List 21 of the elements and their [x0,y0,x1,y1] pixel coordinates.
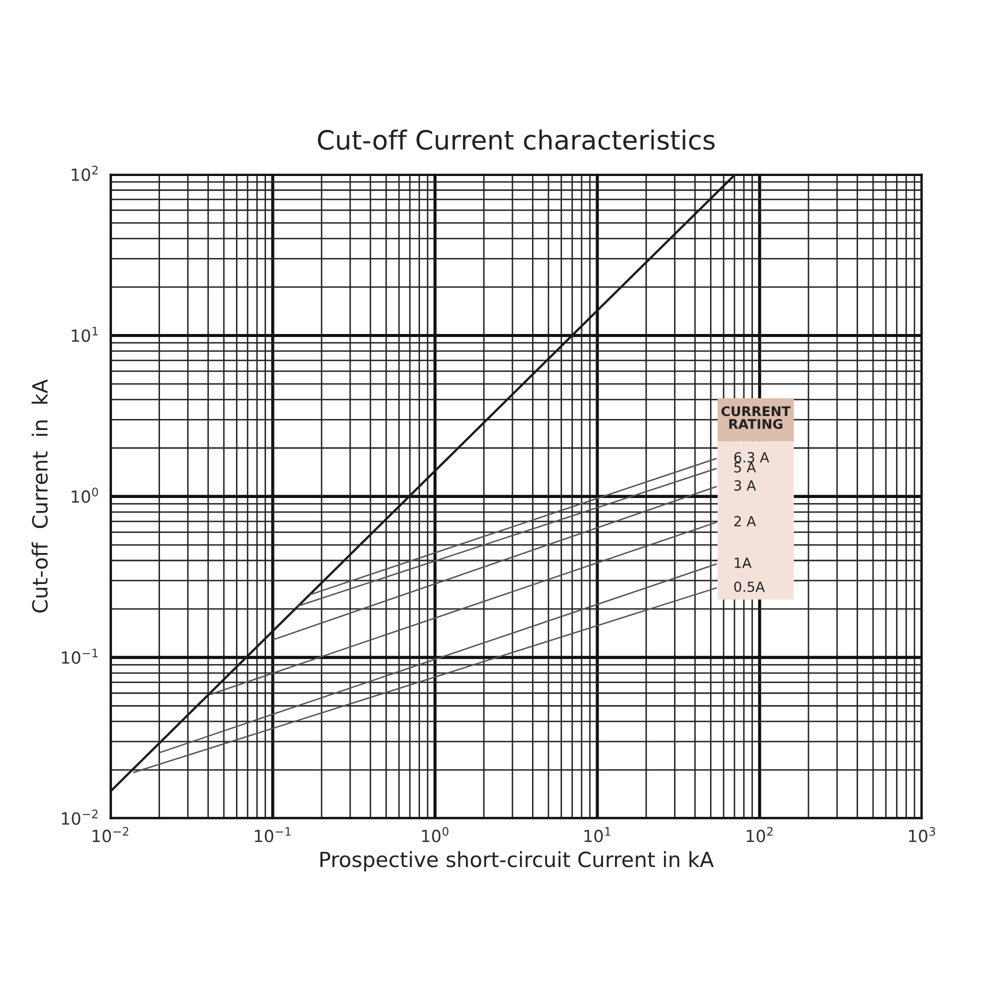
y-tick-label: 10$^{1}$ [72,326,98,342]
x-tick-label: 10$^{0}$ [422,826,448,842]
x-tick-label: 10$^{3}$ [909,826,936,842]
x-tick-label: 10$^{−2}$ [92,826,128,842]
series-label: 2 A [734,516,756,526]
series-label: 5 A [734,462,756,473]
x-tick-label: 10$^{1}$ [584,827,610,842]
series-label: 1A [734,558,752,568]
series-label: 6.3 A [734,452,770,463]
y-tick-label: 10$^{−2}$ [62,810,98,825]
y-tick-label: 10$^{2}$ [72,166,98,181]
x-tick-label: 10$^{2}$ [746,826,773,842]
series-label: 3 A [734,480,756,491]
x-axis-title: Prospective short-circuit Current in kA [320,851,714,872]
chart-title: Cut-off Current characteristics [318,129,715,150]
y-tick-label: 10$^{−1}$ [62,648,98,664]
y-tick-label: 10$^{0}$ [72,488,98,503]
legend-title: CURRENT RATING [721,406,791,429]
x-tick-label: 10$^{−1}$ [254,827,291,842]
y-axis-title: Cut-off Current in kA [32,379,48,613]
series-label: 0.5A [734,582,765,592]
